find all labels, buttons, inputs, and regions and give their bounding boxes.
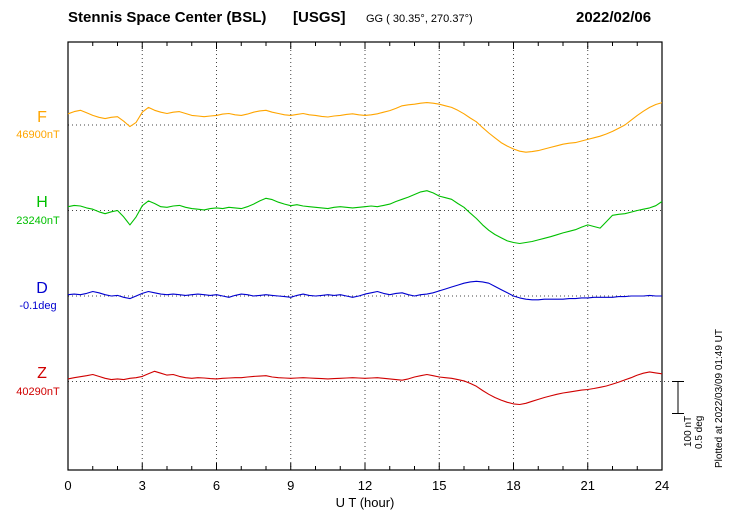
tick-label: 24 [655,478,669,493]
tick-label: 6 [213,478,220,493]
tick-label: 21 [581,478,595,493]
station-title: Stennis Space Center (BSL) [68,9,267,26]
coordinates-label: GG ( 30.35°, 270.37°) [366,13,473,25]
trace-Z [67,370,663,406]
channel-letter-f: F [37,109,47,126]
trace-D [67,280,662,301]
channel-letter-z: Z [37,365,47,382]
channel-baseline-d: -0.1deg [19,300,57,312]
scale-label-deg: 0.5 deg [694,415,705,449]
tick-label: 12 [358,478,372,493]
channel-baseline-z: 40290nT [16,386,60,398]
scale-label-nt: 100 nT [683,415,694,447]
plot-timestamp: Plotted at 2022/03/09 01:49 UT [714,329,725,468]
trace-H [67,190,663,245]
x-axis-title: U T (hour) [335,495,395,510]
date-label: 2022/02/06 [576,9,652,26]
channel-letter-h: H [36,194,48,211]
trace-F [67,102,663,153]
tick-label: 18 [506,478,520,493]
tick-label: 15 [432,478,446,493]
agency-label: [USGS] [293,9,346,26]
channel-letter-d: D [36,280,48,297]
tick-label: 3 [139,478,146,493]
tick-label: 0 [64,478,71,493]
tick-label: 9 [287,478,294,493]
channel-baseline-h: 23240nT [16,215,60,227]
channel-baseline-f: 46900nT [16,129,60,141]
